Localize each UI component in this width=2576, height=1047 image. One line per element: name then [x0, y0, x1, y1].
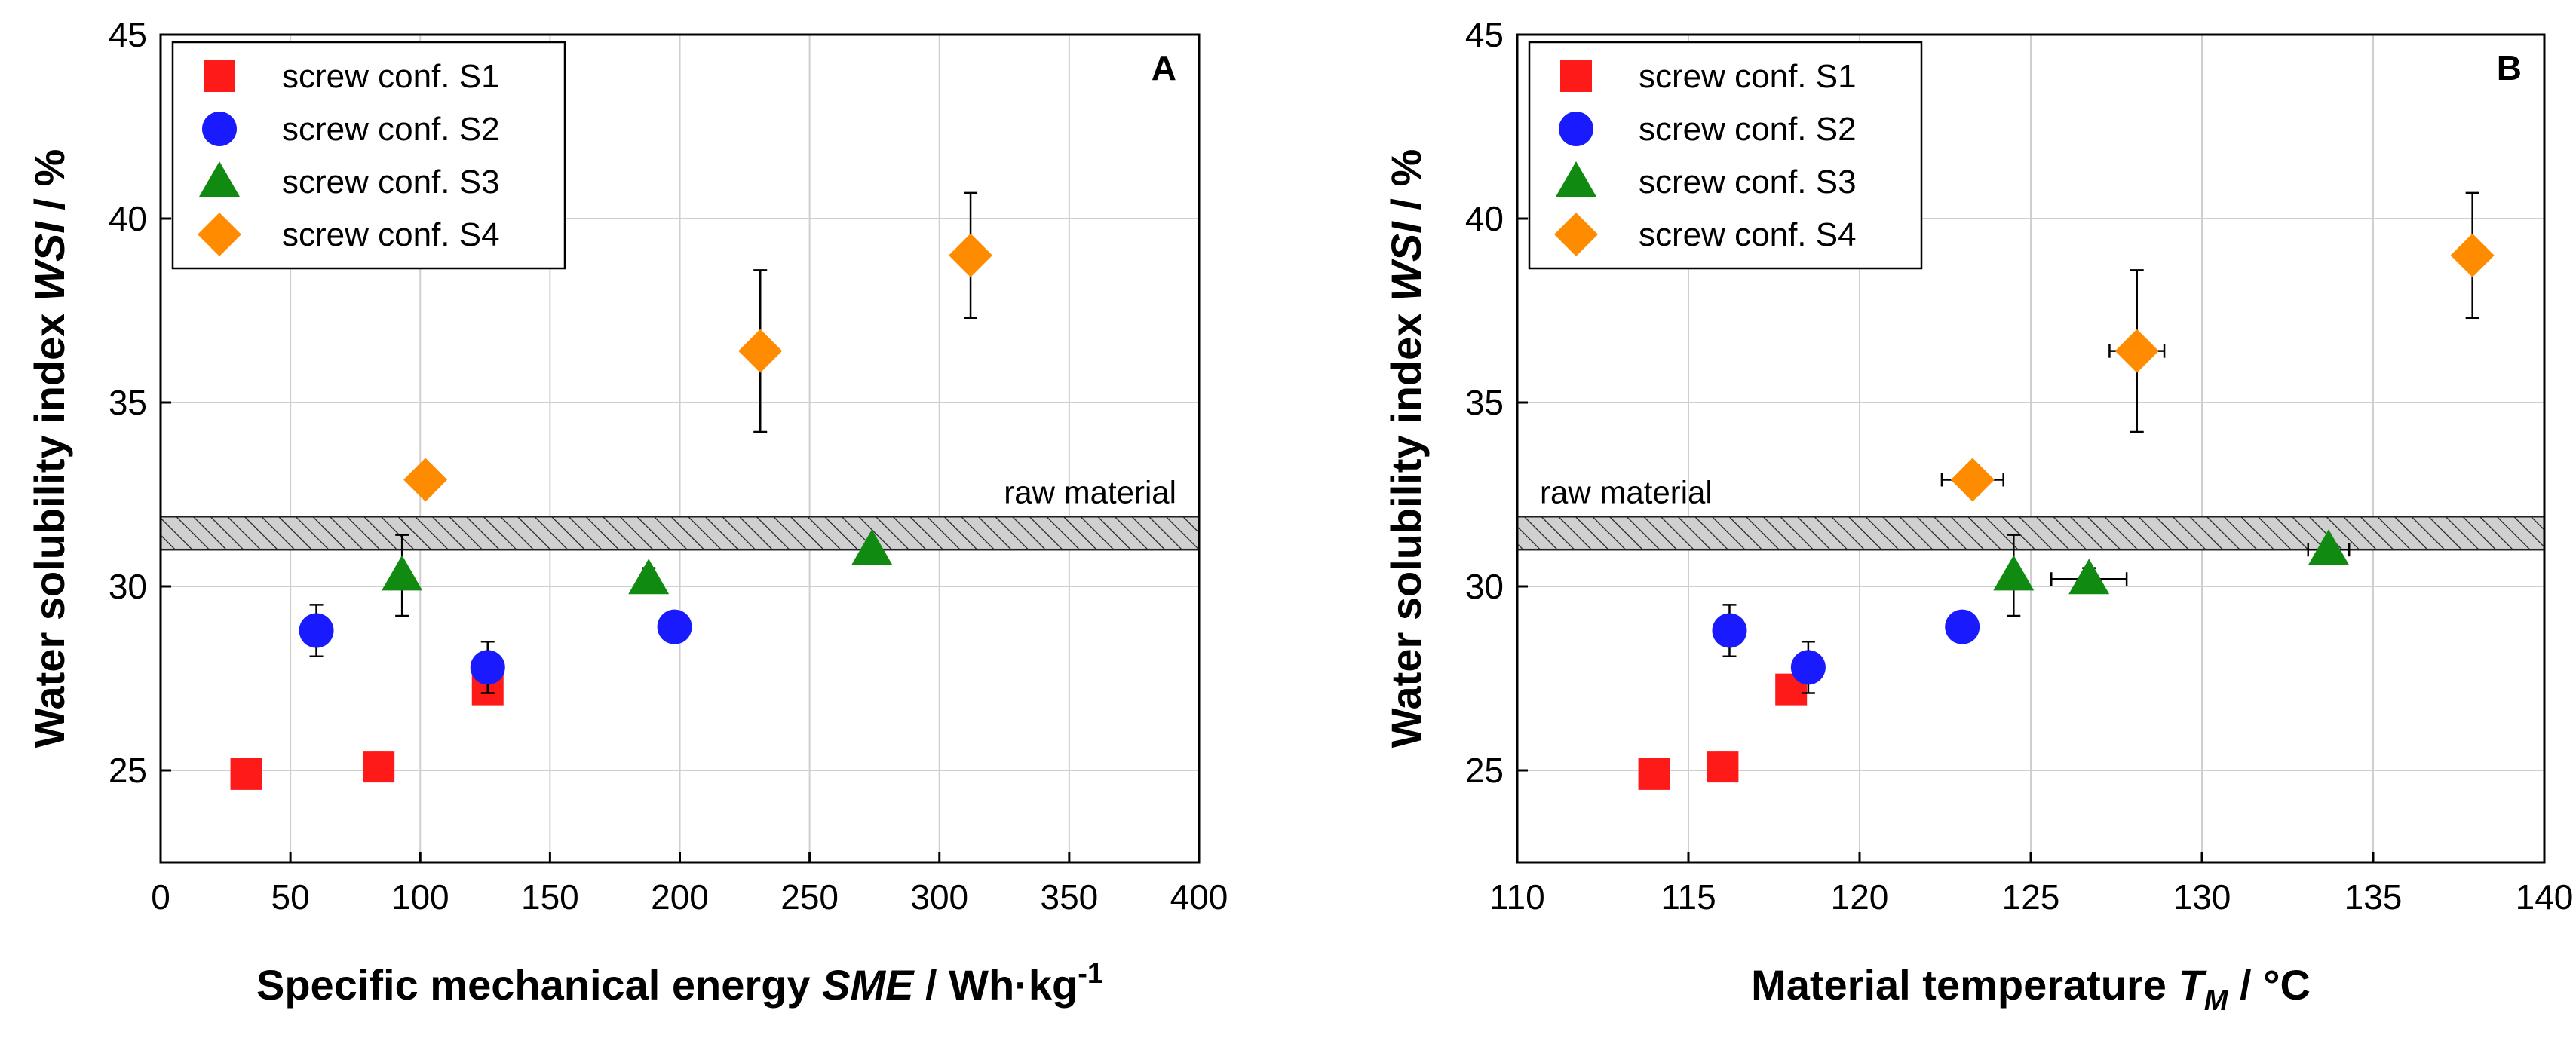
raw-material-label: raw material	[1004, 474, 1176, 510]
x-tick-label: 200	[651, 877, 709, 917]
x-tick-label: 100	[391, 877, 449, 917]
x-tick-label: 115	[1661, 877, 1716, 917]
x-tick-label: 350	[1041, 877, 1099, 917]
legend-marker	[198, 213, 241, 256]
legend-marker	[199, 161, 240, 197]
data-point	[738, 329, 783, 373]
data-point	[1790, 650, 1826, 685]
y-tick-label: 40	[1465, 199, 1504, 238]
y-tick-label: 30	[109, 567, 147, 606]
x-tick-label: 140	[2516, 877, 2574, 917]
data-point	[1993, 555, 2035, 591]
data-point	[2068, 559, 2110, 595]
data-point	[1712, 613, 1747, 648]
y-axis-title: Water solubility index WSI / %	[26, 149, 73, 748]
data-point	[1950, 458, 1995, 502]
legend-marker	[1556, 161, 1596, 197]
y-tick-label: 25	[109, 751, 147, 790]
legend-label: screw conf. S1	[282, 58, 500, 95]
x-tick-label: 0	[151, 877, 170, 917]
legend-label: screw conf. S3	[1639, 164, 1857, 201]
x-tick-label: 125	[2002, 877, 2060, 917]
legend-marker	[1554, 213, 1598, 256]
raw-material-label: raw material	[1540, 474, 1713, 510]
legend-label: screw conf. S2	[1639, 111, 1857, 148]
legend-label: screw conf. S4	[282, 216, 500, 253]
data-point	[1638, 758, 1670, 790]
x-tick-label: 300	[910, 877, 968, 917]
y-axis-title: Water solubility index WSI / %	[1382, 149, 1430, 748]
raw-material-band-hatch	[1516, 516, 2546, 551]
y-tick-label: 45	[1465, 15, 1504, 54]
y-tick-label: 45	[109, 15, 147, 54]
data-point	[470, 650, 505, 685]
panel-label: A	[1152, 48, 1176, 87]
data-point	[382, 555, 423, 591]
x-tick-label: 400	[1170, 877, 1228, 917]
x-axis-title: Specific mechanical energy SME / Wh·kg-1	[256, 958, 1103, 1009]
x-tick-label: 110	[1489, 877, 1544, 917]
y-tick-label: 35	[109, 383, 147, 422]
series-4	[403, 191, 993, 502]
x-tick-label: 120	[1831, 877, 1889, 917]
x-tick-label: 130	[2173, 877, 2231, 917]
data-point	[2450, 233, 2495, 277]
legend-marker	[1559, 112, 1593, 146]
chart-panel-a: raw material 0 50 100 150 200 250 300 350 400 25 30…	[26, 15, 1228, 1009]
data-point	[230, 758, 262, 790]
panel-label: B	[2497, 48, 2522, 87]
chart-panel-b: raw material 110 115 120 125 130 135 140 25 30 35 4…	[1382, 15, 2573, 1017]
x-tick-label: 135	[2344, 877, 2403, 917]
legend-label: screw conf. S1	[1639, 58, 1857, 95]
legend-marker	[204, 60, 235, 92]
y-tick-label: 40	[109, 199, 147, 238]
series-4	[1940, 191, 2495, 502]
x-axis-title: Material temperature TM / °C	[1751, 961, 2311, 1017]
data-point	[2114, 329, 2159, 373]
raw-material-band-hatch	[159, 516, 1201, 551]
x-tick-label: 250	[780, 877, 839, 917]
series-3	[1993, 529, 2351, 617]
data-point	[851, 529, 893, 565]
data-point	[2308, 529, 2349, 565]
y-tick-label: 35	[1465, 383, 1504, 422]
legend-label: screw conf. S2	[282, 111, 500, 148]
series-1	[1638, 673, 1808, 790]
series-3	[382, 529, 893, 617]
data-point	[299, 613, 334, 648]
data-point	[657, 609, 692, 644]
legend: screw conf. S1 screw conf. S2 screw conf. …	[171, 41, 566, 270]
legend: screw conf. S1 screw conf. S2 screw conf. …	[1528, 41, 1923, 270]
series-2	[299, 604, 692, 694]
data-point	[363, 751, 395, 783]
legend-box	[1528, 41, 1923, 270]
y-tick-label: 25	[1465, 751, 1504, 790]
data-point	[1707, 751, 1739, 783]
series-2	[1712, 604, 1980, 694]
legend-label: screw conf. S4	[1639, 216, 1857, 253]
series-1	[230, 673, 504, 790]
legend-marker	[202, 112, 237, 146]
x-tick-label: 150	[521, 877, 579, 917]
data-point	[403, 458, 448, 502]
legend-marker	[1560, 60, 1592, 92]
data-point	[1945, 609, 1980, 644]
legend-label: screw conf. S3	[282, 164, 500, 201]
y-tick-label: 30	[1465, 567, 1504, 606]
legend-box	[171, 41, 566, 270]
data-point	[628, 559, 670, 595]
data-point	[949, 233, 993, 277]
x-tick-label: 50	[271, 877, 310, 917]
